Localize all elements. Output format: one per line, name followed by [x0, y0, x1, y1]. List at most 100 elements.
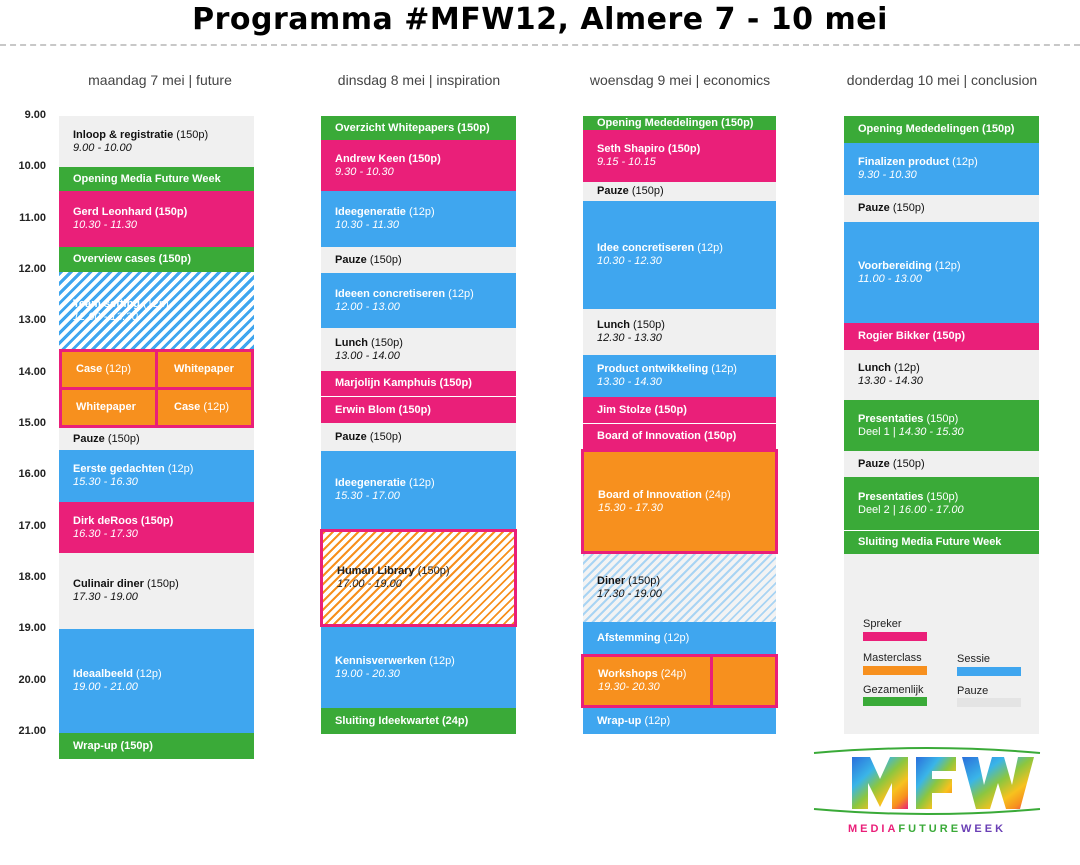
session-wrap-up[interactable]: Wrap-up (12p)	[583, 708, 776, 734]
title-divider	[0, 44, 1080, 46]
session-title: Erwin Blom (150p)	[335, 403, 431, 416]
session-ideeen-concretiseren[interactable]: Ideeen concretiseren (12p) 12.00 - 13.00	[321, 273, 516, 328]
session-time: 19.00 - 21.00	[73, 681, 138, 693]
session-overzicht-whitepapers[interactable]: Overzicht Whitepapers (150p)	[321, 116, 516, 140]
session-time: 16.30 - 17.30	[73, 527, 138, 540]
session-title: Inloop & registratie (150p)	[73, 128, 209, 141]
session-lunch[interactable]: Lunch (12p) 13.30 - 14.30	[844, 350, 1039, 400]
session-title: Andrew Keen (150p)	[335, 152, 441, 165]
time-label: 19.00	[18, 622, 46, 634]
session-lunch[interactable]: Lunch (150p) 13.00 - 14.00	[321, 328, 516, 371]
session-title: Case (12p)	[174, 401, 230, 413]
speaker-gerd-leonhard[interactable]: Gerd Leonhard (150p) 10.30 - 11.30	[59, 191, 254, 247]
session-product-ontwikkeling[interactable]: Product ontwikkeling (12p) 13.30 - 14.30	[583, 355, 776, 397]
session-title: Finalizen product (12p)	[858, 156, 978, 168]
session-title: Ideegeneratie (12p)	[335, 206, 435, 218]
session-pauze[interactable]: Pauze (150p)	[583, 182, 776, 201]
speaker-seth-shapiro[interactable]: Seth Shapiro (150p) 9.15 - 10.15	[583, 130, 776, 182]
session-eerste-gedachten[interactable]: Eerste gedachten (12p) 15.30 - 16.30	[59, 450, 254, 502]
session-title: Product ontwikkeling (12p)	[597, 363, 737, 375]
session-title: Wrap-up (150p)	[73, 739, 153, 752]
session-title: Culinair diner (150p)	[73, 578, 179, 590]
time-label: 14.00	[18, 366, 46, 378]
session-time: 19.00 - 20.30	[335, 667, 400, 680]
session-voorbereiding[interactable]: Voorbereiding (12p) 11.00 - 13.00	[844, 222, 1039, 323]
session-title: Lunch (12p)	[858, 362, 920, 374]
session-afstemming[interactable]: Afstemming (12p)	[583, 622, 776, 654]
day-header-thursday: donderdag 10 mei | conclusion	[846, 72, 1038, 88]
masterclass-board-of-innovation[interactable]: Board of Innovation (24p) 15.30 - 17.30	[581, 449, 778, 554]
legend	[844, 554, 1039, 734]
session-culinair-diner[interactable]: Culinair diner (150p) 17.30 - 19.00	[59, 553, 254, 629]
time-label: 13.00	[18, 314, 46, 326]
session-time: Deel 2 | 16.00 - 17.00	[858, 503, 964, 516]
masterclass-workshops-extra[interactable]	[713, 657, 775, 705]
speaker-andrew-keen[interactable]: Andrew Keen (150p) 9.30 - 10.30	[321, 140, 516, 191]
session-pauze[interactable]: Pauze (150p)	[321, 423, 516, 451]
time-label: 9.00	[24, 109, 46, 121]
session-pauze[interactable]: Pauze (150p)	[844, 451, 1039, 477]
legend-masterclass-label: Masterclass	[863, 652, 922, 664]
session-diner[interactable]: Diner (150p) 17.30 - 19.00	[583, 554, 776, 622]
masterclass-workshops[interactable]: Workshops (24p) 19.30- 20.30	[584, 657, 710, 705]
session-pauze[interactable]: Pauze (150p)	[321, 247, 516, 273]
mfw-logo-icon	[813, 747, 1041, 815]
session-time: 12.00 - 13.30	[73, 310, 138, 323]
session-lunch[interactable]: Lunch (150p) 12.30 - 13.30	[583, 309, 776, 355]
session-title: Dirk deRoos (150p)	[73, 514, 174, 527]
speaker-board-of-innovation[interactable]: Board of Innovation (150p)	[583, 423, 776, 449]
session-time: 13.30 - 14.30	[858, 375, 923, 387]
speaker-jim-stolze[interactable]: Jim Stolze (150p)	[583, 397, 776, 423]
session-wrap-up[interactable]: Wrap-up (150p)	[59, 733, 254, 759]
session-title: Ideegeneratie (12p)	[335, 477, 435, 489]
session-overview-cases[interactable]: Overview cases (150p)	[59, 247, 254, 272]
session-opening-mededelingen[interactable]: Opening Mededelingen (150p)	[583, 116, 776, 130]
speaker-dirk-deroos[interactable]: Dirk deRoos (150p) 16.30 - 17.30	[59, 502, 254, 553]
masterclass-whitepaper[interactable]: Whitepaper	[158, 352, 251, 387]
session-human-library[interactable]: Human Library (150p) 17.00 - 19.00	[320, 529, 517, 627]
day-header-tuesday: dinsdag 8 mei | inspiration	[337, 72, 501, 88]
session-title: Pauze (150p)	[858, 457, 925, 470]
session-pauze[interactable]: Pauze (150p)	[59, 428, 254, 450]
session-sluiting[interactable]: Sluiting Media Future Week	[844, 530, 1039, 554]
session-title: Sluiting Ideekwartet (24p)	[335, 714, 469, 727]
session-title: Team setting (12p)	[73, 297, 169, 310]
session-pauze[interactable]: Pauze (150p)	[844, 195, 1039, 222]
session-ideegeneratie[interactable]: Ideegeneratie (12p) 10.30 - 11.30	[321, 191, 516, 247]
time-label: 12.00	[18, 263, 46, 275]
session-time: 17.00 - 19.00	[337, 578, 402, 590]
session-idee-concretiseren[interactable]: Idee concretiseren (12p) 10.30 - 12.30	[583, 201, 776, 309]
session-title: Overview cases (150p)	[73, 253, 192, 265]
legend-masterclass-swatch	[863, 666, 927, 675]
session-presentaties-deel-1[interactable]: Presentaties (150p) Deel 1 | 14.30 - 15.…	[844, 400, 1039, 451]
session-title: Opening Media Future Week	[73, 172, 221, 185]
session-opening-mededelingen[interactable]: Opening Mededelingen (150p)	[844, 116, 1039, 143]
legend-pauze-swatch	[957, 698, 1021, 707]
session-kennisverwerken[interactable]: Kennisverwerken (12p) 19.00 - 20.30	[321, 627, 516, 708]
session-title: Lunch (150p)	[335, 336, 403, 349]
legend-sessie-label: Sessie	[957, 653, 991, 665]
session-presentaties-deel-2[interactable]: Presentaties (150p) Deel 2 | 16.00 - 17.…	[844, 477, 1039, 530]
speaker-marjolijn-kamphuis[interactable]: Marjolijn Kamphuis (150p)	[321, 371, 516, 396]
speaker-rogier-bikker[interactable]: Rogier Bikker (150p)	[844, 323, 1039, 350]
session-time: 17.30 - 19.00	[597, 588, 662, 600]
masterclass-case[interactable]: Case (12p)	[62, 352, 155, 387]
session-sluiting-ideekwartet[interactable]: Sluiting Ideekwartet (24p)	[321, 708, 516, 734]
time-label: 16.00	[18, 468, 46, 480]
speaker-erwin-blom[interactable]: Erwin Blom (150p)	[321, 396, 516, 423]
masterclass-whitepaper[interactable]: Whitepaper	[62, 390, 155, 425]
session-inloop[interactable]: Inloop & registratie (150p) 9.00 - 10.00	[59, 116, 254, 167]
session-time: 19.30- 20.30	[598, 681, 660, 693]
session-title: Presentaties (150p)	[858, 412, 959, 425]
session-title: Pauze (150p)	[335, 430, 402, 443]
masterclass-case[interactable]: Case (12p)	[158, 390, 251, 425]
session-title: Case (12p)	[76, 363, 132, 375]
session-team-setting[interactable]: Team setting (12p) 12.00 - 13.30	[59, 272, 254, 349]
session-ideaalbeeld[interactable]: Ideaalbeeld (12p) 19.00 - 21.00	[59, 629, 254, 733]
session-title: Afstemming (12p)	[597, 631, 690, 644]
session-opening[interactable]: Opening Media Future Week	[59, 167, 254, 191]
session-title: Lunch (150p)	[597, 319, 665, 331]
session-title: Ideaalbeeld (12p)	[73, 668, 162, 680]
session-ideegeneratie[interactable]: Ideegeneratie (12p) 15.30 - 17.00	[321, 451, 516, 529]
session-finalizen-product[interactable]: Finalizen product (12p) 9.30 - 10.30	[844, 143, 1039, 195]
